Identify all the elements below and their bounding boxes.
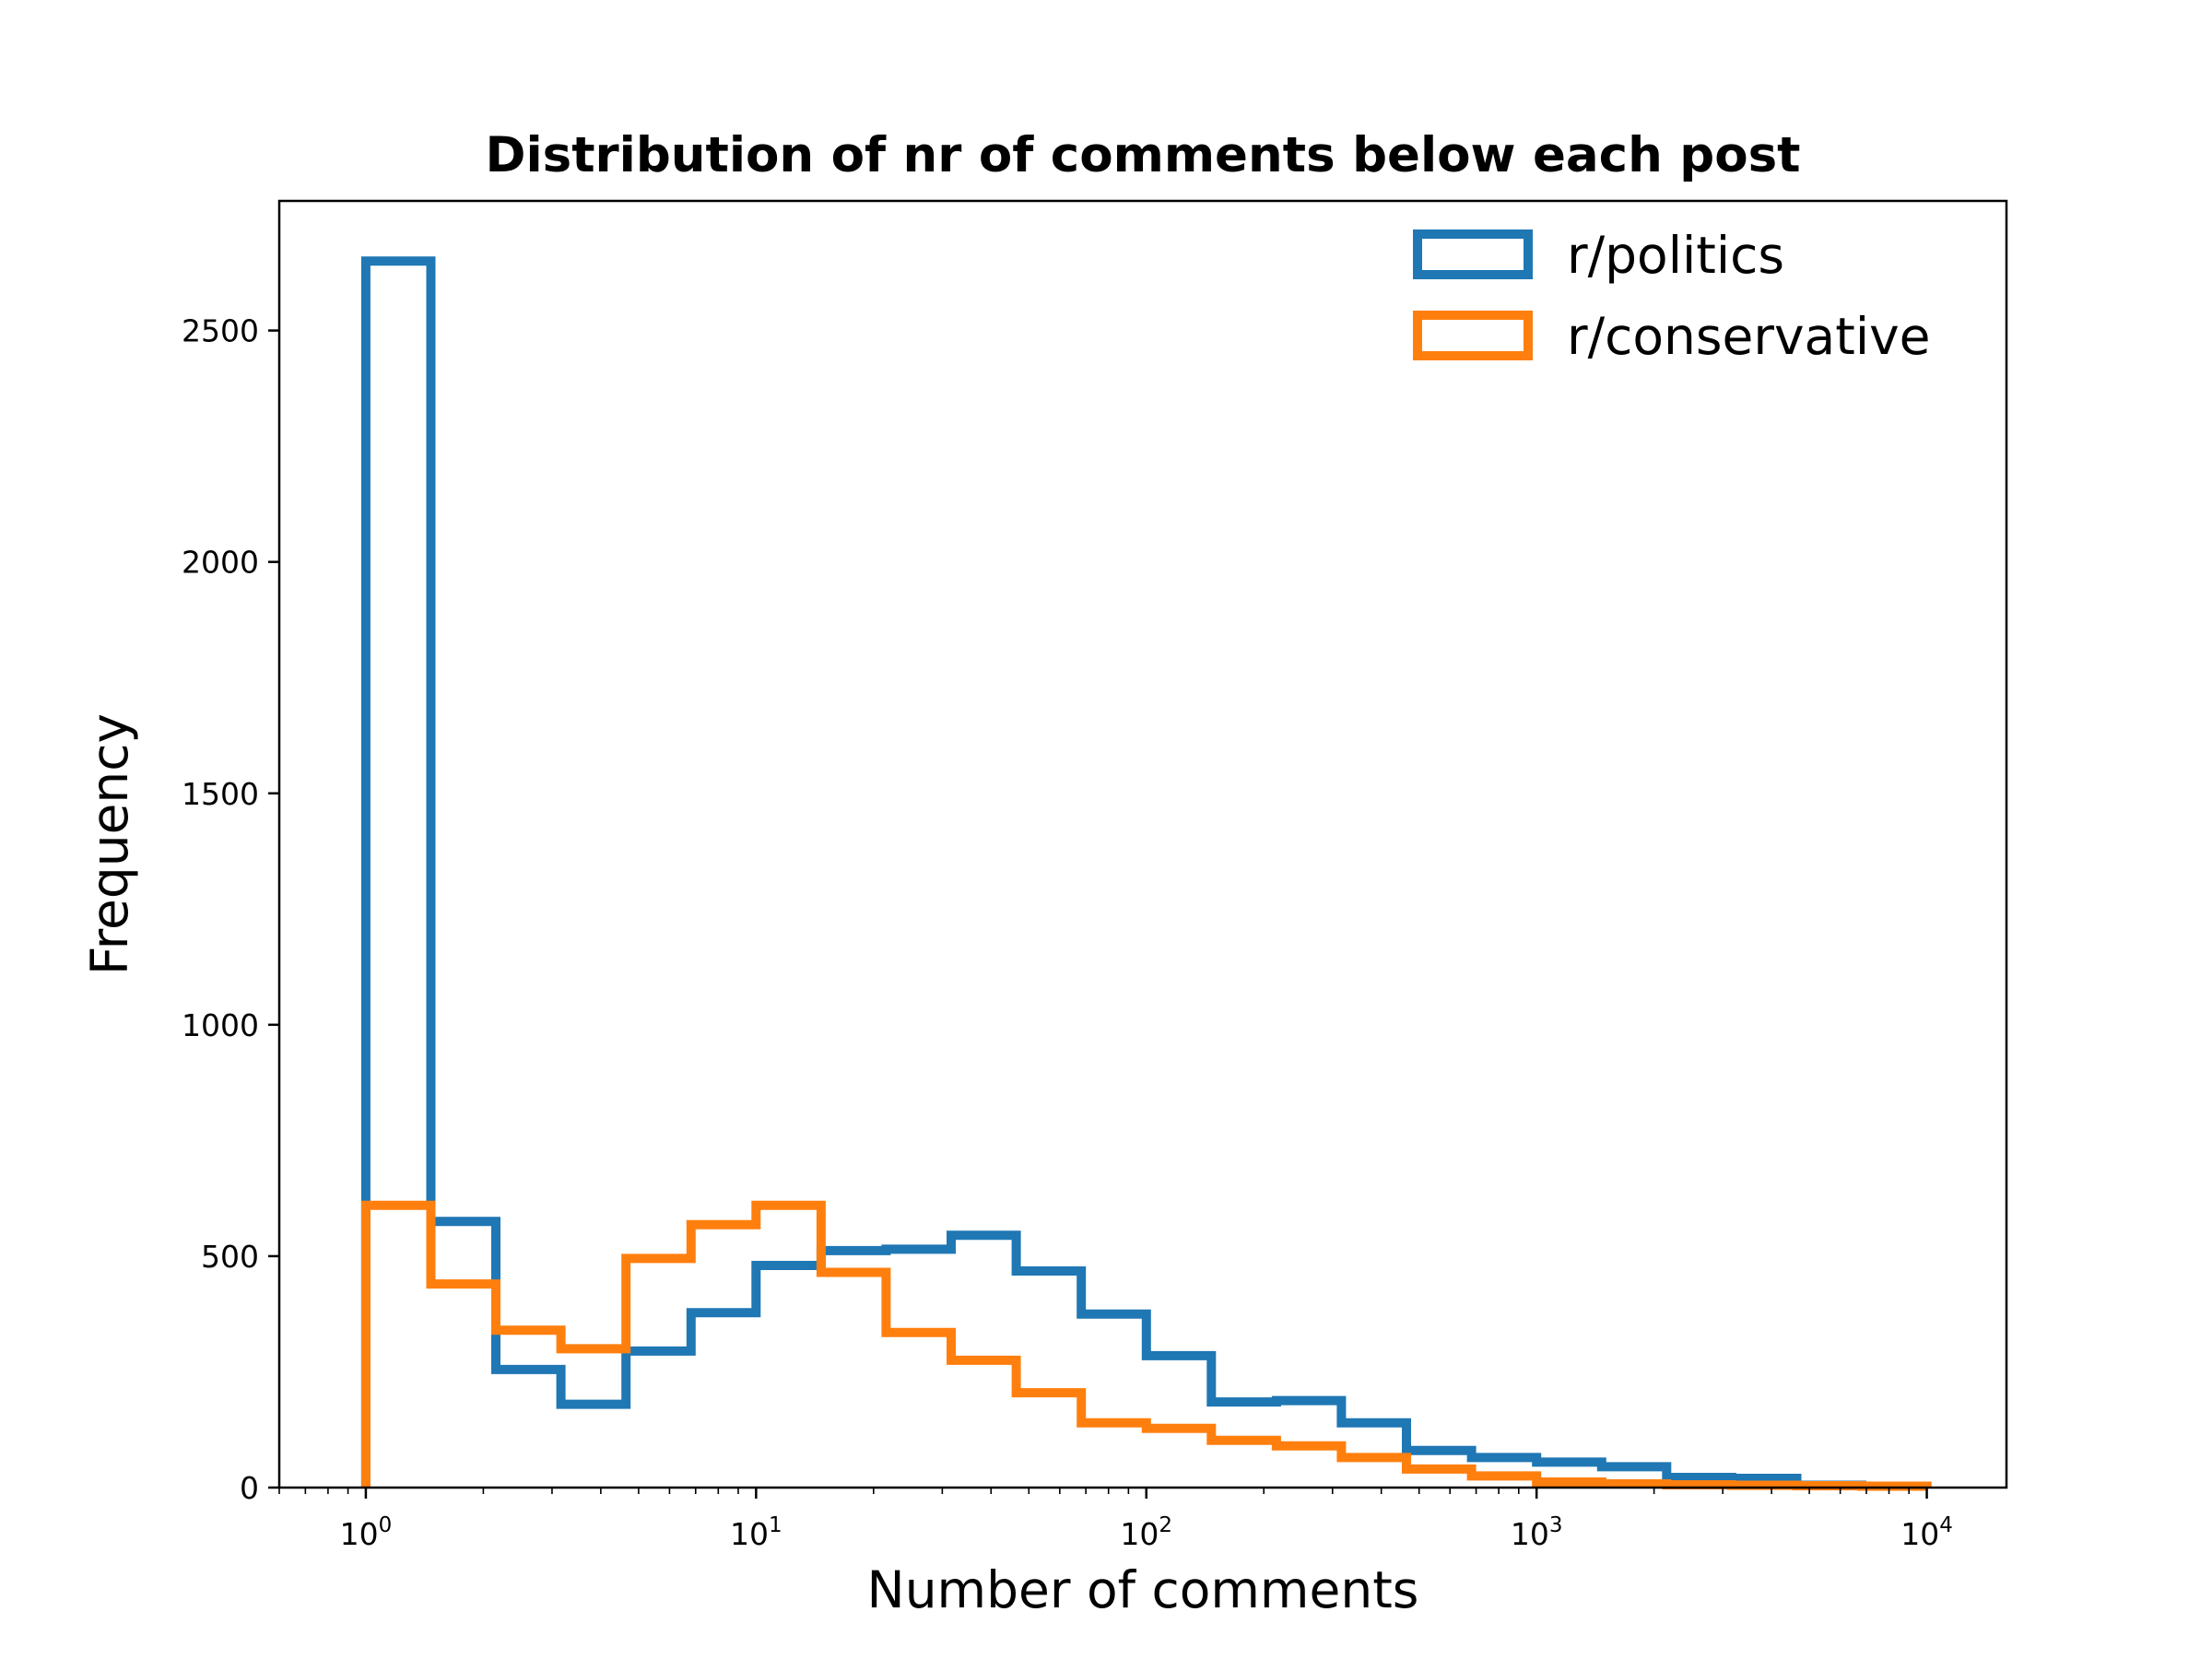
- y-tick-label: 2000: [182, 545, 259, 581]
- legend-swatch-0: [1413, 229, 1533, 279]
- legend: r/politics r/conservative: [1413, 226, 1930, 366]
- series-1-outline: [360, 1200, 1932, 1491]
- y-tick-label: 1000: [182, 1007, 259, 1043]
- legend-label-1: r/conservative: [1567, 307, 1930, 366]
- x-tick-label: 101: [730, 1513, 782, 1552]
- series-0-outline: [360, 256, 1932, 1491]
- x-tick-label: 103: [1511, 1513, 1563, 1552]
- y-tick-label: 2500: [182, 313, 259, 349]
- x-tick-label: 104: [1900, 1513, 1953, 1552]
- plot-frame: [277, 199, 2008, 1489]
- series-layer: [360, 256, 1932, 1491]
- x-tick-label: 100: [340, 1513, 393, 1552]
- y-tick-label: 0: [240, 1470, 259, 1506]
- y-axis-label: Frequency: [80, 713, 139, 975]
- legend-label-0: r/politics: [1567, 226, 1784, 285]
- y-axis-ticks: 0 500 1000 1500 2000 2500: [182, 313, 279, 1506]
- y-tick-label: 1500: [182, 776, 259, 812]
- legend-swatch-1: [1413, 311, 1533, 360]
- x-tick-label: 102: [1120, 1513, 1172, 1552]
- y-tick-label: 500: [201, 1239, 259, 1275]
- x-axis-label: Number of comments: [867, 1560, 1419, 1619]
- chart-title: Distribution of nr of comments below eac…: [486, 127, 1801, 183]
- x-axis-ticks: 100 101 102 103 104: [278, 1488, 1953, 1552]
